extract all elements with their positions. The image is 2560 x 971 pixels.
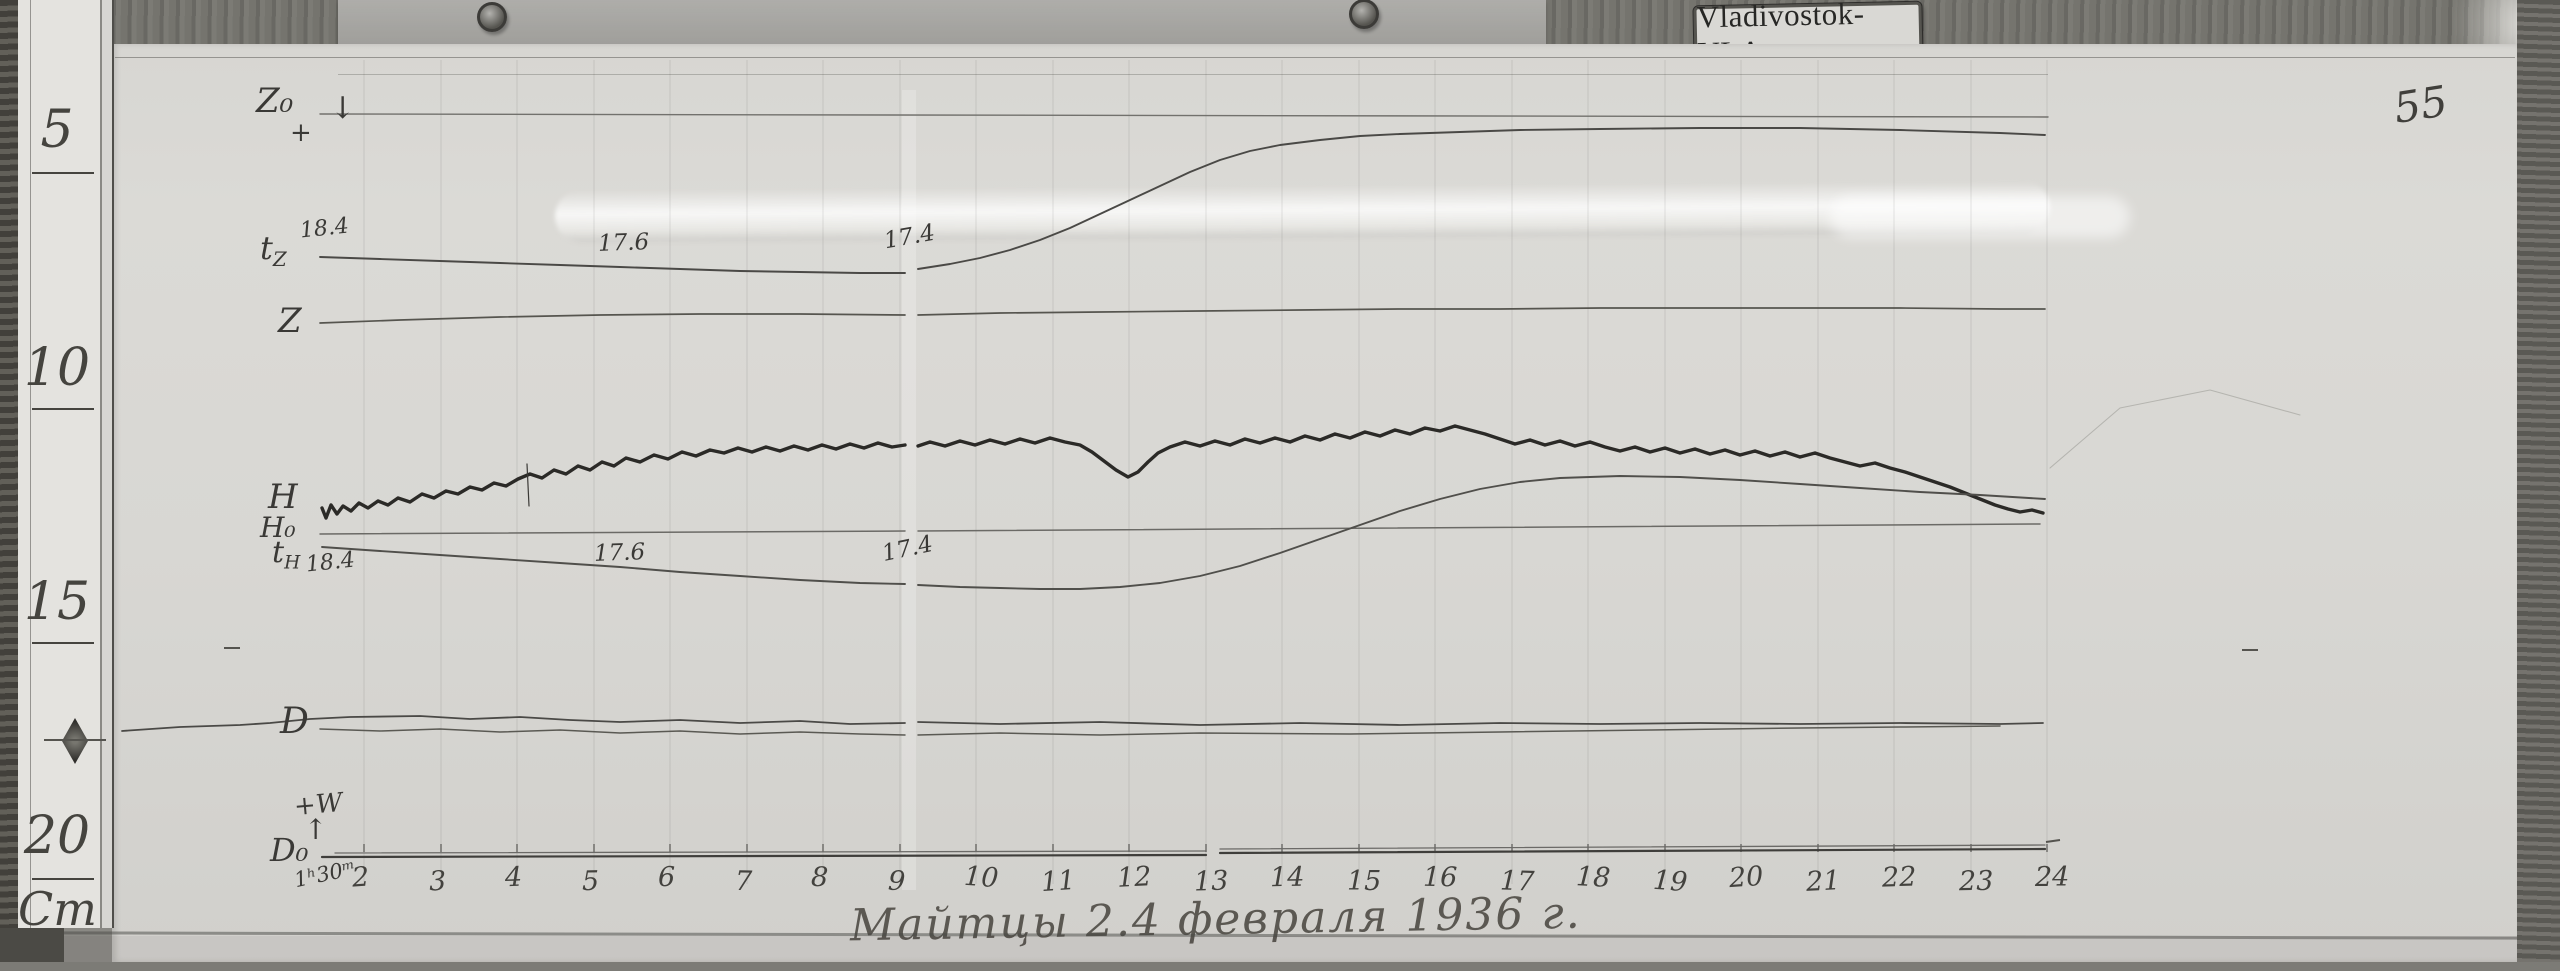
glare-spot <box>1830 196 2130 238</box>
cm-ruler: Cm 5 10 15 20 <box>18 0 114 936</box>
d-baseline-axis <box>320 853 1208 859</box>
ruler-pin-diamond <box>62 718 88 764</box>
d-trace-upper <box>121 715 906 732</box>
hour-label-17: 17 <box>1499 865 1535 898</box>
hour-label-16: 16 <box>1422 861 1458 894</box>
tz-temp-17-6: 17.6 <box>597 229 650 257</box>
bottom-edge-strip <box>0 962 2560 971</box>
hour-label-24: 24 <box>2035 862 2070 893</box>
h-baseline <box>319 530 906 535</box>
hour-label-15: 15 <box>1347 866 1382 897</box>
hour-label-7: 7 <box>734 865 753 898</box>
hour-label-9: 9 <box>887 865 906 898</box>
h-temperature-trace <box>321 546 906 585</box>
ruler-division-line <box>32 878 94 880</box>
label-tz-sub: Z <box>272 247 287 271</box>
h-trace <box>916 424 2045 515</box>
label-tz: tZ <box>260 229 287 271</box>
hour-label-2: 2 <box>350 861 371 894</box>
th-temp-17-6: 17.6 <box>593 539 646 567</box>
ruler-mark-15: 15 <box>23 572 91 632</box>
z-baseline <box>319 113 2049 118</box>
time-mark-gap <box>902 90 916 890</box>
push-pin-1 <box>477 2 507 32</box>
hour-label-20: 20 <box>1727 860 1765 895</box>
ruler-division-line <box>32 408 94 410</box>
label-h: H <box>268 477 298 517</box>
tape-edge-crease <box>338 74 2048 75</box>
push-pin-2 <box>1349 0 1379 29</box>
hour-label-10: 10 <box>962 860 1000 895</box>
lower-sheet-shadow <box>64 936 2517 962</box>
tz-start-temp: 18.4 <box>298 213 351 244</box>
hour-label-5: 5 <box>581 865 600 898</box>
hour-label-8: 8 <box>810 861 829 894</box>
label-d0: D₀ <box>270 831 309 869</box>
plus-sign: + <box>290 118 312 148</box>
label-h0: H₀ <box>260 511 296 544</box>
d-baseline-axis-upper <box>334 850 1207 854</box>
ruler-mark-20: 20 <box>23 806 91 866</box>
hour-label-4: 4 <box>504 861 523 894</box>
h-temperature-trace <box>917 475 2046 590</box>
faint-scratch <box>2049 389 2301 469</box>
arrow-up-icon: ↑ <box>304 813 328 846</box>
ruler-division-line <box>32 172 94 174</box>
label-z0: Z₀ <box>256 81 294 121</box>
hour-label-11: 11 <box>1039 864 1077 899</box>
d-trace-lower <box>319 728 906 736</box>
z-temperature-trace <box>917 127 2046 270</box>
hour-label-18: 18 <box>1575 861 1612 894</box>
hour-label-6: 6 <box>658 862 676 893</box>
ruler-mark-10: 10 <box>23 338 91 398</box>
label-z: Z <box>278 301 302 341</box>
paper-crease-top <box>115 57 2515 58</box>
label-th: tH <box>272 535 301 574</box>
hour-label-3: 3 <box>428 865 447 898</box>
hour-label-21: 21 <box>1805 865 1842 898</box>
z-trace <box>917 307 2046 316</box>
d-baseline-axis <box>1218 847 2047 855</box>
label-d: D <box>280 701 309 742</box>
scale-dash <box>2045 839 2061 843</box>
hour-label-23: 23 <box>1958 865 1994 898</box>
h-baseline <box>917 523 2041 532</box>
ruler-pin-line <box>44 739 106 741</box>
d-baseline-axis-upper <box>1219 844 2046 850</box>
ruler-unit: Cm <box>18 882 97 936</box>
wood-frame-right <box>2517 0 2560 971</box>
hour-label-13: 13 <box>1193 865 1229 898</box>
hour-label-12: 12 <box>1116 861 1153 894</box>
d-trace-upper <box>917 721 2044 726</box>
ruler-division-line <box>32 642 94 644</box>
pen-spike <box>526 463 530 507</box>
hour-label-22: 22 <box>1881 861 1917 894</box>
d-trace-lower <box>917 725 2001 736</box>
hour-label-14: 14 <box>1269 861 1305 894</box>
z-trace <box>319 313 906 324</box>
z-temperature-trace <box>319 256 906 274</box>
hour-label-19: 19 <box>1651 864 1689 899</box>
h-trace <box>320 441 907 520</box>
th-start-temp: 18.4 <box>304 547 357 578</box>
arrow-down-icon: ↓ <box>330 91 356 126</box>
label-th-sub: H <box>284 552 301 574</box>
ruler-mark-5: 5 <box>40 100 74 160</box>
wood-frame-left <box>0 0 18 971</box>
sheet-number: 55 <box>2390 76 2451 133</box>
